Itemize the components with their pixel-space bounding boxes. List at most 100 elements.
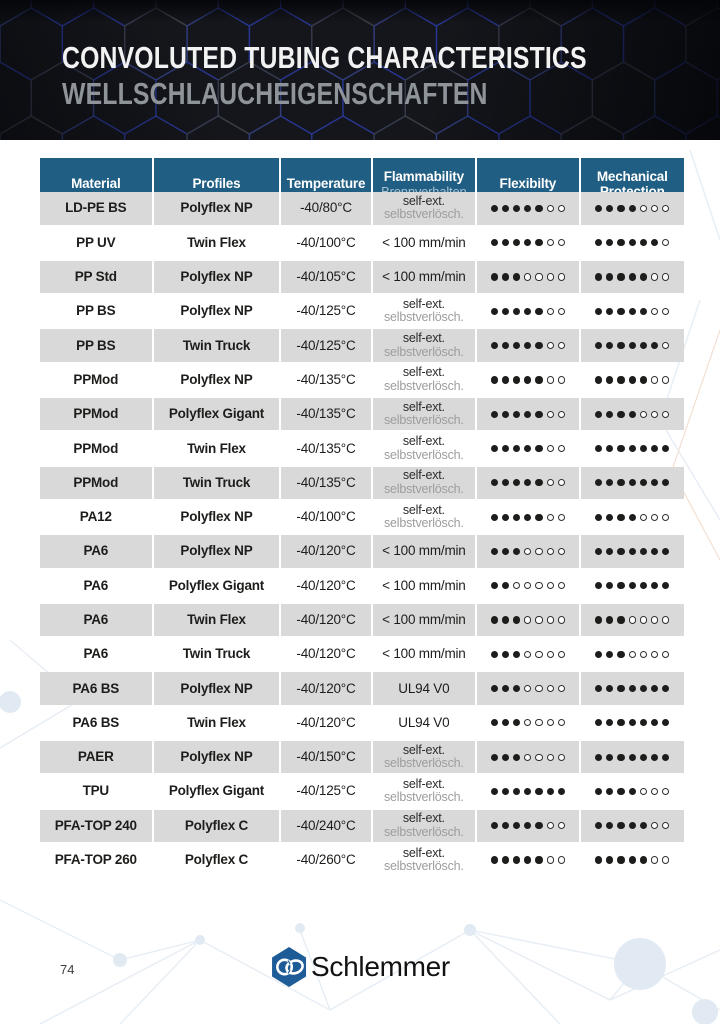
rating-dot-filled [639, 856, 648, 864]
rating-dot-empty [651, 616, 659, 624]
rating-dots [595, 685, 670, 693]
protection-rating-cell [580, 741, 684, 774]
flexibility-rating-cell [477, 466, 579, 499]
rating-dot-filled [662, 582, 670, 590]
rating-dot-filled [595, 582, 603, 590]
rating-dot-filled [651, 547, 659, 555]
rating-dot-filled [639, 307, 648, 315]
rating-dot-filled [639, 547, 648, 555]
profile-cell: Polyflex NP [153, 192, 280, 225]
protection-rating-cell [581, 707, 684, 739]
rating-dot-filled [501, 582, 510, 590]
protection-rating-cell [581, 638, 684, 670]
rating-dot-filled [639, 239, 648, 247]
rating-dot-filled [490, 582, 498, 590]
rating-dot-filled [606, 822, 614, 830]
rating-dot-filled [628, 822, 636, 830]
rating-dot-filled [535, 822, 543, 830]
rating-dot-filled [651, 239, 659, 247]
protection-rating-cell [581, 227, 684, 259]
rating-dot-empty [651, 513, 659, 521]
protection-rating-cell [581, 775, 684, 807]
protection-rating-cell [580, 535, 684, 568]
flexibility-rating-cell [477, 570, 578, 602]
rating-dot-filled [628, 239, 636, 247]
protection-rating-cell [580, 260, 684, 294]
rating-dot-filled [490, 650, 498, 658]
flammability-en: self-ext. [402, 742, 445, 757]
rating-dot-empty [535, 273, 543, 281]
rating-dots [595, 342, 670, 350]
rating-dot-filled [524, 204, 532, 213]
rating-dot-filled [606, 204, 614, 213]
rating-dot-filled [606, 856, 614, 864]
rating-dots [490, 822, 565, 830]
rating-dot-filled [595, 376, 603, 384]
material-cell: TPU [82, 783, 110, 799]
flammability-en: self-ext. [402, 502, 445, 517]
rating-dot-empty [651, 787, 659, 796]
rating-dot-empty [524, 719, 532, 727]
material-cell: PPMod [73, 440, 119, 456]
flexibility-rating-cell [477, 432, 578, 464]
rating-dot-empty [535, 685, 543, 693]
rating-dot-filled [639, 376, 648, 384]
rating-dots [595, 307, 670, 315]
rating-dot-filled [628, 856, 636, 864]
rating-dots [490, 616, 565, 624]
rating-dot-filled [513, 204, 521, 213]
flexibility-rating-cell [477, 741, 579, 774]
flammability-cell: UL94 V0 [372, 672, 476, 705]
rating-dots [595, 787, 670, 796]
rating-dot-filled [595, 444, 603, 453]
material-cell: PP BS [40, 329, 152, 362]
rating-dot-empty [557, 342, 565, 350]
flammability-de: selbstverlösch. [384, 378, 464, 393]
rating-dot-filled [606, 685, 614, 693]
protection-rating-cell [580, 192, 684, 225]
rating-dot-filled [513, 719, 521, 727]
rating-dot-filled [546, 787, 554, 796]
rating-dot-empty [546, 822, 554, 830]
rating-dot-empty [546, 376, 554, 384]
schlemmer-logo-text: Schlemmer [311, 951, 450, 982]
profile-cell: Polyflex NP [153, 672, 280, 705]
profile-cell: Polyflex C [153, 809, 280, 842]
flammability-de: selbstverlösch. [384, 859, 464, 874]
rating-dot-filled [490, 376, 498, 384]
temperature-cell: -40/135°C [296, 440, 356, 456]
rating-dot-filled [513, 513, 521, 521]
profile-cell: Twin Truck [182, 646, 251, 662]
rating-dot-empty [513, 582, 521, 590]
rating-dot-empty [662, 273, 670, 281]
temperature-cell: -40/120°C [296, 714, 356, 730]
temperature-cell: -40/120°C [281, 603, 371, 637]
rating-dot-filled [501, 685, 510, 693]
rating-dot-empty [546, 582, 554, 590]
rating-dot-filled [490, 410, 498, 418]
rating-dot-filled [535, 307, 543, 315]
rating-dot-filled [662, 444, 670, 453]
rating-dot-filled [490, 719, 498, 727]
rating-dot-filled [490, 547, 498, 555]
rating-dot-filled [606, 342, 614, 350]
rating-dot-filled [501, 444, 510, 453]
schlemmer-hexagon-icon [272, 947, 307, 987]
rating-dot-filled [639, 822, 648, 830]
rating-dot-empty [557, 856, 565, 864]
flammability-en: self-ext. [402, 193, 445, 208]
rating-dot-filled [617, 479, 625, 487]
rating-dot-filled [501, 410, 510, 418]
rating-dots [490, 204, 565, 213]
protection-rating-cell [580, 398, 684, 431]
rating-dot-filled [535, 239, 543, 247]
flammability-de: selbstverlösch. [384, 207, 464, 222]
rating-dot-filled [639, 479, 648, 487]
flammability-cell: < 100 mm/min [382, 646, 466, 662]
rating-dot-empty [546, 616, 554, 624]
rating-dot-empty [546, 204, 554, 213]
flammability-cell: self-ext. selbstverlösch. [372, 329, 476, 362]
rating-dot-empty [557, 822, 565, 830]
flexibility-rating-cell [477, 535, 579, 568]
rating-dot-filled [628, 582, 636, 590]
